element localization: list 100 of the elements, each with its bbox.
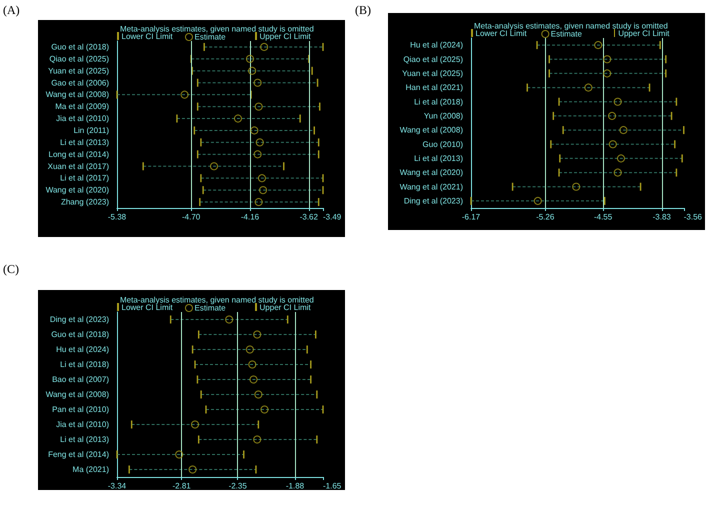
chart-subtitle: Meta-analysis estimates, given named study is omitted — [120, 296, 314, 304]
point — [584, 84, 592, 92]
legend-label: Estimate — [550, 30, 582, 38]
y-tick-label: Guo et al (2018) — [51, 42, 110, 52]
x-tick-label: -5.38 — [108, 212, 127, 222]
point — [603, 69, 612, 78]
point — [250, 126, 258, 134]
point — [254, 198, 263, 206]
y-tick-label: Qiao et al (2025) — [403, 54, 464, 64]
y-tick-label: Ding et al (2023) — [50, 315, 110, 324]
point — [250, 376, 258, 384]
point — [225, 316, 234, 324]
x-tick-label: -1.88 — [286, 482, 305, 490]
y-tick-label: Ma (2021) — [72, 465, 110, 474]
y-tick-label: Guo (2010) — [422, 140, 464, 149]
point — [614, 98, 622, 106]
x-tick-label: -2.35 — [228, 482, 248, 490]
point — [188, 466, 197, 474]
point — [594, 41, 602, 50]
annotation: Lower CI Limit — [476, 29, 527, 38]
y-tick-label: Guo et al (2018) — [51, 330, 110, 339]
y-tick-label: Hu et al (2024) — [56, 345, 110, 354]
y-tick-label: Feng et al (2014) — [48, 450, 110, 459]
y-tick-label: Li et al (2013) — [414, 154, 464, 163]
x-tick-label: -4.16 — [240, 212, 260, 222]
y-tick-label: Jia et al (2010) — [56, 420, 110, 429]
x-tick-label: -4.70 — [182, 212, 201, 222]
annotation: Upper CI Limit — [618, 29, 670, 38]
x-tick-label: -2.81 — [172, 482, 192, 490]
y-tick-label: Gao et al (2006) — [51, 78, 110, 88]
y-tick-label: Wang et al (2008) — [46, 390, 110, 399]
y-tick-label: Yuan et al (2025) — [48, 66, 110, 76]
annotation: Upper CI Limit — [260, 303, 311, 312]
y-tick-label: Wang et al (2008) — [400, 126, 464, 135]
point — [248, 360, 256, 368]
text: (B) — [355, 3, 371, 18]
x-tick-label: -3.56 — [684, 212, 703, 222]
y-tick-label: Lin (2011) — [74, 126, 110, 135]
y-tick-label: Qiao et al (2025) — [49, 54, 110, 64]
point — [234, 114, 242, 123]
y-tick-label: Wang et al (2020) — [400, 168, 464, 178]
point — [253, 330, 262, 338]
annotation: Upper CI Limit — [260, 32, 311, 41]
y-tick-label: Wang et al (2021) — [400, 182, 464, 192]
x-tick-label: -4.55 — [594, 212, 613, 222]
point — [258, 174, 266, 182]
point — [254, 390, 262, 398]
y-tick-label: Han et al (2021) — [406, 83, 464, 92]
x-tick-label: -1.65 — [323, 482, 342, 490]
point — [246, 346, 254, 354]
x-tick-label: -3.83 — [652, 212, 672, 222]
y-tick-label: Wang et al (2008) — [46, 90, 110, 100]
x-tick-label: -3.62 — [300, 212, 318, 222]
chart-subtitle: Meta-analysis estimates, given named study is omitted — [120, 24, 314, 34]
y-tick-label: Pan et al (2010) — [52, 405, 110, 414]
point — [608, 140, 617, 148]
y-tick-label: Ma et al (2009) — [55, 102, 110, 112]
y-tick-label: Li et al (2018) — [414, 97, 464, 106]
y-tick-label: Bao et al (2007) — [52, 375, 110, 384]
annotation: Lower CI Limit — [122, 303, 173, 312]
y-tick-label: Xuan et al (2017) — [48, 162, 110, 171]
point — [254, 102, 263, 111]
legend-label: Estimate — [194, 32, 226, 42]
point — [246, 54, 254, 63]
point — [175, 450, 184, 458]
point — [619, 126, 628, 134]
x-tick-label: -3.34 — [108, 482, 127, 490]
annotation: Lower CI Limit — [122, 32, 173, 41]
point — [259, 186, 268, 194]
point — [180, 90, 189, 99]
point — [603, 55, 612, 64]
y-tick-label: Li et al (2018) — [60, 360, 110, 369]
x-tick-label: -6.17 — [462, 212, 481, 222]
y-tick-label: Li et al (2013) — [60, 435, 110, 444]
y-tick-label: Jia et al (2010) — [56, 114, 110, 124]
x-tick-label: -5.26 — [536, 212, 555, 222]
text: (A) — [3, 3, 20, 18]
point — [534, 196, 542, 205]
point — [210, 162, 218, 170]
chart-subtitle: Meta-analysis estimates, given named study is omitted — [474, 22, 668, 30]
point — [260, 42, 268, 51]
y-tick-label: Hu et al (2024) — [410, 40, 464, 50]
point — [256, 138, 264, 146]
y-tick-label: Ding et al (2023) — [404, 196, 464, 206]
y-tick-label: Long et al (2014) — [48, 150, 110, 159]
x-tick-label: -3.49 — [323, 212, 342, 222]
point — [614, 168, 622, 177]
y-tick-label: Li et al (2013) — [60, 138, 110, 147]
y-tick-label: Wang et al (2020) — [46, 186, 110, 195]
point — [572, 182, 580, 191]
point — [608, 112, 616, 120]
point — [617, 154, 625, 162]
point — [260, 406, 268, 414]
point — [248, 66, 256, 75]
y-tick-label: Yuan et al (2025) — [402, 68, 464, 78]
text: (C) — [3, 262, 19, 277]
legend-label: Estimate — [194, 304, 226, 312]
point — [254, 150, 262, 158]
y-tick-label: Li et al (2017) — [60, 174, 110, 183]
point — [191, 420, 200, 428]
